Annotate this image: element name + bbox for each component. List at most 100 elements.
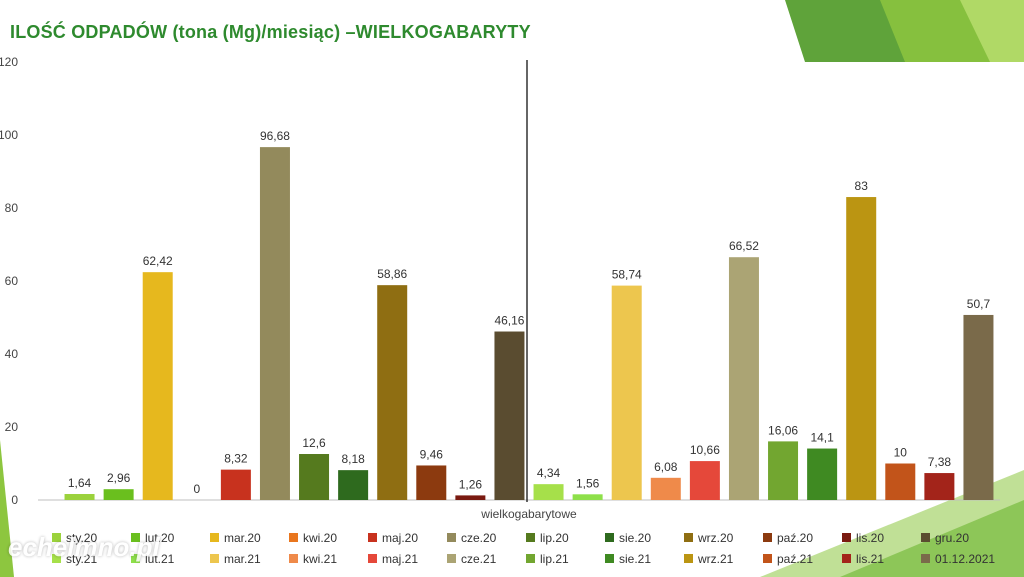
bar-lut.21 [572,494,603,500]
bar-wrz.21 [846,197,877,501]
legend-label-mar.21: mar.21 [224,552,261,566]
bar-mar.20 [142,272,173,500]
legend-swatch-01.12.2021 [921,554,930,563]
bar-cze.20 [259,147,290,501]
legend-swatch-lip.21 [526,554,535,563]
legend-label-mar.20: mar.20 [224,531,261,545]
legend-swatch-mar.21 [210,554,219,563]
legend-swatch-cze.20 [447,533,456,542]
y-tick-label: 80 [5,201,19,215]
bar-maj.20 [220,469,251,500]
legend-label-gru.20: gru.20 [935,531,969,545]
bar-sty.21 [533,484,564,500]
bar-mar.21 [611,285,642,500]
legend-swatch-lip.20 [526,533,535,542]
data-label-paź.20: 9,46 [420,447,444,461]
legend-swatch-paź.20 [763,533,772,542]
corner-stripe-pale [960,0,1024,62]
legend-label-lip.20: lip.20 [540,531,569,545]
bar-maj.21 [689,461,720,500]
data-label-lut.21: 1,56 [576,476,600,490]
x-axis-label: wielkogabarytowe [480,507,577,521]
data-label-lut.20: 2,96 [107,471,131,485]
legend-label-wrz.21: wrz.21 [697,552,734,566]
legend-swatch-sie.21 [605,554,614,563]
bar-cze.21 [728,257,759,500]
y-tick-label: 0 [11,493,18,507]
legend-swatch-sty.21 [52,554,61,563]
legend-label-wrz.20: wrz.20 [697,531,734,545]
legend-swatch-kwi.20 [289,533,298,542]
legend-swatch-lut.20 [131,533,140,542]
data-label-wrz.21: 83 [855,179,869,193]
data-label-lis.20: 1,26 [459,477,483,491]
legend-swatch-sty.20 [52,533,61,542]
legend-label-sty.21: sty.21 [66,552,97,566]
legend-swatch-maj.20 [368,533,377,542]
legend-label-sie.21: sie.21 [619,552,651,566]
legend-label-kwi.21: kwi.21 [303,552,337,566]
data-label-lip.20: 12,6 [302,436,326,450]
legend-label-lut.21: lut.21 [145,552,175,566]
y-tick-label: 100 [0,128,18,142]
bar-kwi.21 [650,477,681,500]
data-label-sie.21: 14,1 [810,431,834,445]
data-label-cze.21: 66,52 [729,239,759,253]
data-label-lip.21: 16,06 [768,423,798,437]
data-label-gru.20: 46,16 [494,314,524,328]
bar-lut.20 [103,489,134,500]
data-label-kwi.21: 6,08 [654,460,678,474]
legend-swatch-kwi.21 [289,554,298,563]
legend-label-01.12.2021: 01.12.2021 [935,552,995,566]
page-title: ILOŚĆ ODPADÓW (tona (Mg)/miesiąc) –WIELK… [10,22,531,42]
legend-label-cze.20: cze.20 [461,531,497,545]
legend-swatch-paź.21 [763,554,772,563]
data-label-01.12.2021: 50,7 [967,297,991,311]
legend-label-kwi.20: kwi.20 [303,531,337,545]
data-label-sty.20: 1,64 [68,476,92,490]
data-label-wrz.20: 58,86 [377,267,407,281]
data-label-maj.21: 10,66 [690,443,720,457]
bar-lip.20 [299,454,330,500]
data-label-mar.20: 62,42 [143,254,173,268]
data-label-sie.20: 8,18 [341,452,365,466]
legend-label-cze.21: cze.21 [461,552,497,566]
legend-label-lis.20: lis.20 [856,531,884,545]
left-edge-stripe [0,440,14,577]
bar-wrz.20 [377,285,408,500]
legend-swatch-mar.20 [210,533,219,542]
bar-gru.20 [494,331,525,500]
legend-swatch-lis.21 [842,554,851,563]
legend-swatch-cze.21 [447,554,456,563]
bar-lip.21 [768,441,799,500]
legend-label-paź.21: paź.21 [777,552,813,566]
legend-label-maj.20: maj.20 [382,531,418,545]
legend-swatch-lut.21 [131,554,140,563]
data-label-cze.20: 96,68 [260,129,290,143]
data-label-mar.21: 58,74 [612,268,642,282]
data-label-sty.21: 4,34 [537,466,561,480]
legend-label-lip.21: lip.21 [540,552,569,566]
bar-sty.20 [64,494,95,500]
data-label-lis.21: 7,38 [928,455,952,469]
y-tick-label: 20 [5,420,19,434]
bar-sie.21 [807,448,838,500]
legend-label-paź.20: paź.20 [777,531,813,545]
y-tick-label: 120 [0,55,18,69]
bar-paź.20 [416,465,447,500]
watermark-logo: echelmno.pl [8,532,160,562]
bar-lis.20 [455,495,486,500]
y-tick-label: 40 [5,347,19,361]
bar-lis.21 [924,473,955,500]
data-label-kwi.20: 0 [193,482,200,496]
bar-sie.20 [338,470,369,500]
legend-swatch-maj.21 [368,554,377,563]
bar-01.12.2021 [963,314,994,500]
legend-label-lut.20: lut.20 [145,531,175,545]
legend-swatch-gru.20 [921,533,930,542]
bar-paź.21 [885,463,916,500]
legend-label-sie.20: sie.20 [619,531,651,545]
legend-swatch-sie.20 [605,533,614,542]
legend-swatch-wrz.21 [684,554,693,563]
